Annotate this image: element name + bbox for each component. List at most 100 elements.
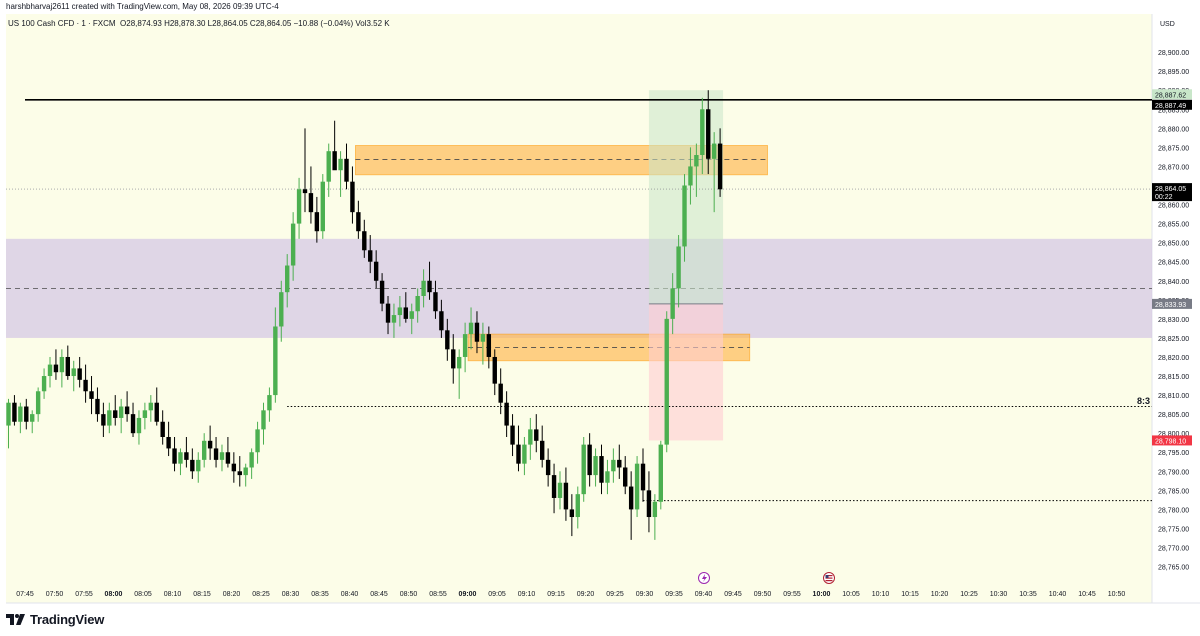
x-tick-label: 10:30	[990, 591, 1008, 598]
x-tick-label: 09:05	[488, 591, 506, 598]
candle	[368, 235, 373, 274]
candle-body	[12, 402, 17, 422]
candle-body	[634, 463, 640, 510]
candle-body	[279, 292, 284, 327]
candle-body	[77, 368, 82, 380]
candle-body	[468, 322, 474, 335]
candle-body	[385, 303, 391, 323]
y-tick-label: 28,800.00	[1158, 431, 1189, 438]
candle-body	[456, 356, 462, 369]
symbol-legend[interactable]: US 100 Cash CFD · 1 · FXCM O28,874.93 H2…	[8, 19, 390, 28]
candle-body	[599, 456, 604, 483]
candle	[587, 433, 592, 487]
candle	[24, 398, 29, 430]
candle-body	[243, 467, 248, 476]
candle-body	[498, 383, 503, 403]
flag-canton	[825, 575, 829, 578]
x-tick-label: 09:35	[665, 591, 683, 598]
x-tick-label: 10:25	[960, 591, 978, 598]
candle	[207, 425, 213, 460]
candle	[557, 471, 563, 510]
x-tick-label: 07:45	[16, 591, 34, 598]
candle-body	[35, 391, 41, 415]
candle	[480, 322, 486, 365]
candle-body	[628, 486, 634, 510]
candle	[6, 398, 11, 449]
x-tick-label: 10:50	[1108, 591, 1126, 598]
candle-body	[717, 143, 723, 190]
candle	[439, 299, 444, 338]
candle	[279, 280, 284, 342]
candle	[344, 143, 349, 190]
candle-body	[575, 494, 580, 518]
x-tick-label: 09:10	[518, 591, 536, 598]
candle	[581, 437, 586, 502]
candle	[540, 425, 545, 468]
candle	[136, 410, 142, 445]
candle-body	[445, 330, 450, 350]
candle-body	[130, 414, 136, 434]
candle-body	[516, 444, 521, 464]
candle-body	[510, 425, 515, 445]
candle	[184, 437, 189, 468]
x-tick-label: 08:45	[370, 591, 388, 598]
candle-body	[326, 151, 331, 182]
price-label-2: 28,833.93	[1155, 302, 1186, 309]
candle-body	[166, 437, 171, 449]
candle	[308, 166, 314, 224]
x-tick-label: 10:10	[872, 591, 890, 598]
candle	[634, 456, 640, 518]
x-tick-label: 08:25	[252, 591, 270, 598]
tradingview-logo: TradingView	[6, 610, 104, 628]
candle-body	[89, 391, 94, 399]
candle-body	[59, 356, 65, 373]
candle	[166, 421, 171, 457]
candle-body	[617, 459, 622, 468]
candle	[623, 456, 628, 495]
y-tick-label: 28,805.00	[1158, 412, 1189, 419]
candle-body	[18, 406, 23, 422]
candle	[486, 326, 492, 369]
candle-body	[53, 364, 59, 373]
candle-body	[623, 467, 628, 487]
candle	[516, 425, 521, 472]
y-tick-label: 28,820.00	[1158, 355, 1189, 362]
x-tick-label: 10:45	[1078, 591, 1096, 598]
candle	[711, 132, 717, 213]
y-tick-label: 28,810.00	[1158, 393, 1189, 400]
y-tick-label: 28,795.00	[1158, 450, 1189, 457]
candle	[593, 448, 598, 487]
candle-body	[593, 456, 598, 476]
candle	[611, 448, 616, 483]
candle	[403, 292, 409, 323]
x-tick-label: 09:15	[547, 591, 565, 598]
candle-body	[427, 280, 432, 293]
price-label-1: 28,887.49	[1155, 103, 1186, 110]
candle-body	[237, 471, 242, 476]
x-tick-label: 09:45	[724, 591, 742, 598]
y-tick-label: 28,815.00	[1158, 374, 1189, 381]
y-tick-label: 28,825.00	[1158, 336, 1189, 343]
candle	[468, 307, 474, 350]
flag-stripe	[825, 577, 833, 579]
candle	[617, 444, 622, 479]
x-tick-label: 08:30	[282, 591, 300, 598]
x-tick-label: 09:00	[459, 591, 477, 598]
x-tick-label: 08:10	[164, 591, 182, 598]
candle	[575, 486, 580, 529]
candle-body	[403, 307, 409, 319]
candle-body	[551, 475, 557, 498]
candle	[694, 143, 699, 197]
y-tick-label: 28,875.00	[1158, 145, 1189, 152]
candle-body	[71, 368, 76, 377]
candle-body	[415, 296, 420, 312]
candle-body	[320, 181, 325, 232]
price-label-0: 28,887.62	[1155, 92, 1186, 99]
candle	[356, 200, 361, 239]
candle	[510, 414, 515, 457]
candle-body	[433, 292, 438, 312]
candle	[569, 494, 575, 537]
candle-body	[219, 452, 225, 460]
candle	[688, 147, 693, 205]
